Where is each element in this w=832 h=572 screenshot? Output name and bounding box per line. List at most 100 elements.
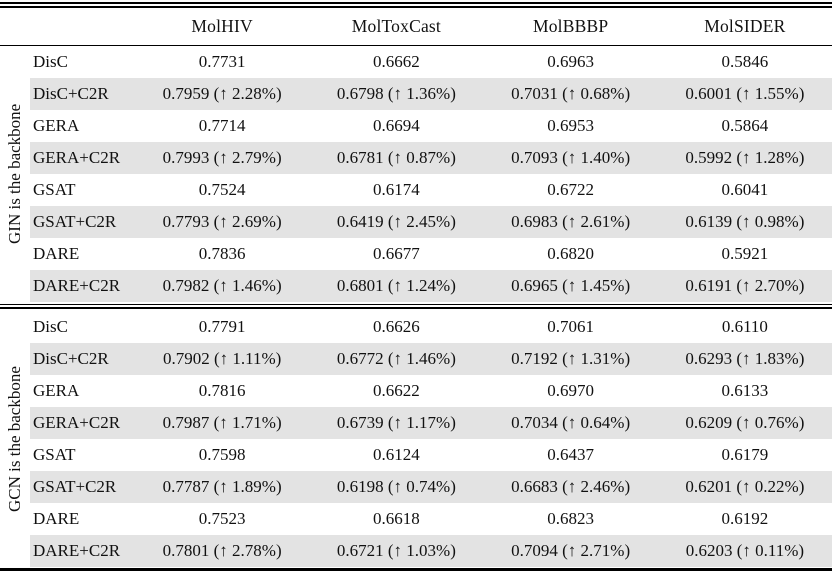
- section-gcn: GCN is the backbone DisC 0.7791 0.6626 0…: [0, 311, 832, 567]
- cell-value: 0.6823: [547, 508, 594, 528]
- gcn-backbone-label: GCN is the backbone: [5, 365, 24, 512]
- table-row: GSAT 0.7598 0.6124 0.6437 0.6179: [30, 439, 832, 471]
- method-name: DARE+C2R: [33, 540, 121, 560]
- cell-value: 0.7902 (↑ 1.11%): [162, 348, 282, 368]
- table-row: GERA+C2R 0.7987 (↑ 1.71%) 0.6739 (↑ 1.17…: [30, 406, 832, 439]
- method-name: DisC+C2R: [33, 348, 109, 368]
- cell-value: 0.6192: [721, 508, 769, 528]
- bottom-rule: [0, 567, 832, 571]
- cell-value: 0.7192 (↑ 1.31%): [511, 348, 631, 368]
- header-rule: [0, 44, 832, 46]
- method-name: GERA: [33, 380, 80, 400]
- cell-value: 0.5992 (↑ 1.28%): [685, 147, 805, 167]
- method-name: DARE: [33, 508, 80, 528]
- cell-value: 0.7031 (↑ 0.68%): [511, 83, 631, 103]
- cell-value: 0.7836: [198, 243, 246, 263]
- table-row: GERA 0.7816 0.6622 0.6970 0.6133: [30, 375, 832, 407]
- column-header-molbbbp: MolBBBP: [532, 15, 609, 36]
- method-name: DARE+C2R: [33, 275, 121, 295]
- table-row: DARE+C2R 0.7801 (↑ 2.78%) 0.6721 (↑ 1.03…: [30, 534, 832, 567]
- column-header-molhiv: MolHIV: [191, 15, 253, 36]
- cell-value: 0.6722: [547, 179, 594, 199]
- cell-value: 0.7993 (↑ 2.79%): [162, 147, 282, 167]
- cell-value: 0.6622: [373, 380, 420, 400]
- cell-value: 0.6618: [373, 508, 420, 528]
- table-row: DisC+C2R 0.7959 (↑ 2.28%) 0.6798 (↑ 1.36…: [30, 77, 832, 110]
- cell-value: 0.7094 (↑ 2.71%): [511, 540, 631, 560]
- cell-value: 0.7034 (↑ 0.64%): [511, 412, 631, 432]
- section-separator-rule: [0, 303, 832, 309]
- table-row: GSAT+C2R 0.7793 (↑ 2.69%) 0.6419 (↑ 2.45…: [30, 205, 832, 238]
- cell-value: 0.6139 (↑ 0.98%): [685, 211, 805, 231]
- cell-value: 0.6174: [373, 179, 420, 199]
- cell-value: 0.6437: [547, 444, 594, 464]
- cell-value: 0.6801 (↑ 1.24%): [336, 275, 456, 295]
- cell-value: 0.7959 (↑ 2.28%): [162, 83, 282, 103]
- cell-value: 0.6781 (↑ 0.87%): [336, 147, 456, 167]
- method-name: GSAT: [33, 444, 76, 464]
- table-row: GERA+C2R 0.7993 (↑ 2.79%) 0.6781 (↑ 0.87…: [30, 141, 832, 174]
- cell-value: 0.7787 (↑ 1.89%): [162, 476, 282, 496]
- cell-value: 0.6110: [721, 316, 768, 336]
- table-row: DisC 0.7791 0.6626 0.7061 0.6110: [30, 311, 832, 343]
- cell-value: 0.7524: [198, 179, 246, 199]
- cell-value: 0.6721 (↑ 1.03%): [336, 540, 456, 560]
- top-rule: [0, 2, 832, 8]
- table-row: GSAT 0.7524 0.6174 0.6722 0.6041: [30, 174, 832, 206]
- cell-value: 0.6203 (↑ 0.11%): [685, 540, 805, 560]
- cell-value: 0.7598: [198, 444, 246, 464]
- cell-value: 0.6963: [547, 51, 594, 71]
- cell-value: 0.6983 (↑ 2.61%): [511, 211, 631, 231]
- table-row: GSAT+C2R 0.7787 (↑ 1.89%) 0.6198 (↑ 0.74…: [30, 470, 832, 503]
- method-name: GSAT+C2R: [33, 211, 117, 231]
- table-row: DisC 0.7731 0.6662 0.6963 0.5846: [30, 46, 832, 78]
- cell-value: 0.6198 (↑ 0.74%): [336, 476, 456, 496]
- cell-value: 0.7987 (↑ 1.71%): [162, 412, 282, 432]
- cell-value: 0.6124: [373, 444, 420, 464]
- method-name: GSAT: [33, 179, 76, 199]
- cell-value: 0.7801 (↑ 2.78%): [162, 540, 282, 560]
- cell-value: 0.7982 (↑ 1.46%): [162, 275, 282, 295]
- method-name: DisC+C2R: [33, 83, 109, 103]
- cell-value: 0.5846: [721, 51, 769, 71]
- cell-value: 0.7714: [198, 115, 246, 135]
- cell-value: 0.6179: [721, 444, 769, 464]
- method-name: GERA+C2R: [33, 147, 121, 167]
- cell-value: 0.6662: [373, 51, 420, 71]
- cell-value: 0.7093 (↑ 1.40%): [511, 147, 631, 167]
- cell-value: 0.6293 (↑ 1.83%): [685, 348, 805, 368]
- cell-value: 0.7523: [198, 508, 246, 528]
- method-name: DisC: [33, 316, 68, 336]
- cell-value: 0.6970: [547, 380, 594, 400]
- cell-value: 0.6209 (↑ 0.76%): [685, 412, 805, 432]
- cell-value: 0.7793 (↑ 2.69%): [162, 211, 282, 231]
- cell-value: 0.7731: [198, 51, 246, 71]
- cell-value: 0.7816: [198, 380, 246, 400]
- table-row: DisC+C2R 0.7902 (↑ 1.11%) 0.6772 (↑ 1.46…: [30, 342, 832, 375]
- method-name: DARE: [33, 243, 80, 263]
- gcn-rows: DisC 0.7791 0.6626 0.7061 0.6110 DisC+C2…: [30, 311, 832, 567]
- method-name: DisC: [33, 51, 68, 71]
- cell-value: 0.6953: [547, 115, 594, 135]
- method-name: GERA: [33, 115, 80, 135]
- gin-backbone-label: GIN is the backbone: [5, 103, 24, 244]
- cell-value: 0.6820: [547, 243, 594, 263]
- column-header-molsider: MolSIDER: [704, 15, 786, 36]
- cell-value: 0.6772 (↑ 1.46%): [336, 348, 456, 368]
- section-gin: GIN is the backbone DisC 0.7731 0.6662 0…: [0, 46, 832, 302]
- table-row: DARE 0.7836 0.6677 0.6820 0.5921: [30, 238, 832, 270]
- cell-value: 0.6201 (↑ 0.22%): [685, 476, 805, 496]
- cell-value: 0.7791: [198, 316, 246, 336]
- gin-rows: DisC 0.7731 0.6662 0.6963 0.5846 DisC+C2…: [30, 46, 832, 302]
- table-row: DARE+C2R 0.7982 (↑ 1.46%) 0.6801 (↑ 1.24…: [30, 269, 832, 302]
- table-row: DARE 0.7523 0.6618 0.6823 0.6192: [30, 503, 832, 535]
- header-row: MolHIV MolToxCast MolBBBP MolSIDER: [0, 8, 832, 45]
- cell-value: 0.6419 (↑ 2.45%): [336, 211, 456, 231]
- cell-value: 0.6041: [721, 179, 769, 199]
- cell-value: 0.6965 (↑ 1.45%): [511, 275, 631, 295]
- cell-value: 0.6798 (↑ 1.36%): [336, 83, 456, 103]
- cell-value: 0.6739 (↑ 1.17%): [336, 412, 456, 432]
- cell-value: 0.5864: [721, 115, 769, 135]
- cell-value: 0.6694: [373, 115, 420, 135]
